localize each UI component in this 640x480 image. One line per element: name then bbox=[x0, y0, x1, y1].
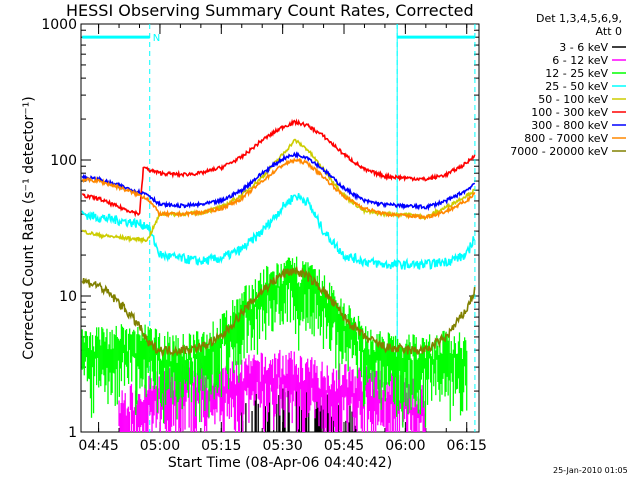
y-axis-label: Corrected Count Rate (s⁻¹ detector⁻¹) bbox=[21, 96, 37, 359]
legend-6-12-kev-label: 6 - 12 keV bbox=[552, 54, 608, 67]
legend-12-25-kev-label: 12 - 25 keV bbox=[545, 67, 608, 80]
ytick-label: 1000 bbox=[41, 17, 77, 33]
series-100-300-kev-line bbox=[81, 118, 476, 218]
legend-50-100-kev-label: 50 - 100 keV bbox=[538, 93, 608, 106]
legend-3-6-kev-label: 3 - 6 keV bbox=[559, 41, 608, 54]
series-800-7000-kev-line bbox=[81, 157, 476, 220]
x-axis-label: Start Time (08-Apr-06 04:40:42) bbox=[168, 455, 392, 471]
legend-7000-20000-kev-label: 7000 - 20000 keV bbox=[510, 145, 608, 158]
xtick-label: 06:00 bbox=[385, 438, 425, 454]
legend-800-7000-kev-label: 800 - 7000 keV bbox=[524, 132, 608, 145]
legend-300-800-kev-label: 300 - 800 keV bbox=[531, 119, 608, 132]
ytick-label: 100 bbox=[50, 153, 77, 169]
xtick-label: 05:30 bbox=[262, 438, 302, 454]
xtick-label: 04:45 bbox=[78, 438, 118, 454]
series-300-800-kev-line bbox=[81, 151, 476, 212]
series-7000-20000-kev-line bbox=[81, 266, 476, 358]
xtick-label: 05:00 bbox=[140, 438, 180, 454]
xtick-label: 05:45 bbox=[324, 438, 364, 454]
ytick-label: 10 bbox=[59, 289, 77, 305]
legend-100-300-kev-label: 100 - 300 keV bbox=[531, 106, 608, 119]
legend-header-line: Att 0 bbox=[596, 25, 622, 38]
xtick-label: 05:15 bbox=[201, 438, 241, 454]
chart-title: HESSI Observing Summary Count Rates, Cor… bbox=[66, 1, 474, 20]
ytick-label: 1 bbox=[68, 425, 77, 441]
footer-date: 25-Jan-2010 01:05 bbox=[553, 466, 628, 475]
xtick-label: 06:15 bbox=[447, 438, 487, 454]
series-25-50-kev-line bbox=[81, 193, 476, 270]
legend-25-50-kev-label: 25 - 50 keV bbox=[545, 80, 608, 93]
night-marker-label: N bbox=[153, 33, 160, 44]
legend-header-line: Det 1,3,4,5,6,9, bbox=[536, 12, 622, 25]
